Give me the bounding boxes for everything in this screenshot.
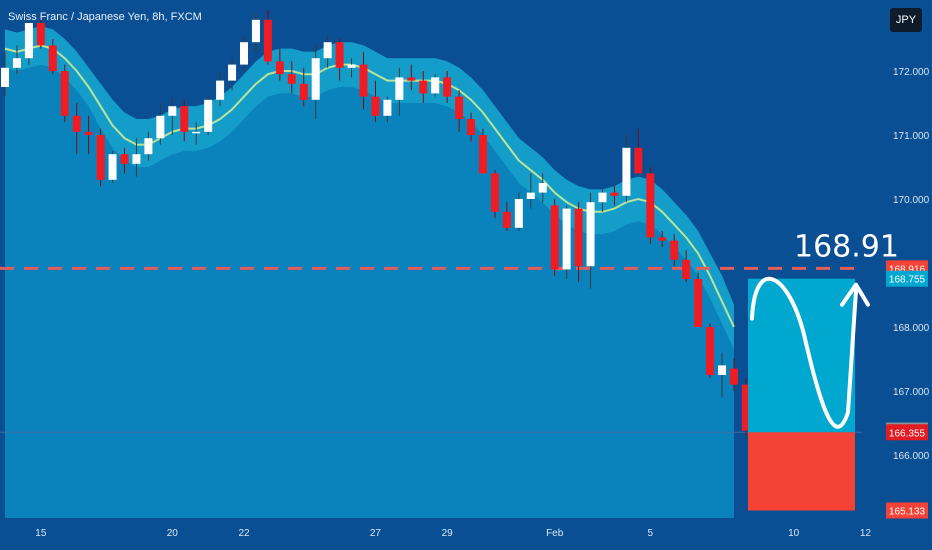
stop-price-badge-bg bbox=[886, 502, 928, 519]
stop-zone-box bbox=[748, 432, 855, 511]
candle-body bbox=[526, 192, 535, 199]
candle-body bbox=[706, 327, 715, 375]
y-tick-label: 167.000 bbox=[893, 387, 930, 398]
y-tick-label: 168.000 bbox=[893, 323, 930, 334]
y-tick-label: 170.000 bbox=[893, 195, 930, 206]
candle-body bbox=[718, 365, 726, 375]
candle-body bbox=[108, 154, 117, 180]
x-tick-label: 12 bbox=[860, 528, 872, 539]
candle-body bbox=[192, 131, 201, 134]
target-annotation: 168.91 bbox=[794, 229, 899, 264]
candle-body bbox=[228, 64, 237, 81]
currency-button[interactable]: JPY bbox=[890, 8, 922, 32]
x-tick-label: 27 bbox=[370, 528, 382, 539]
candle-body bbox=[610, 192, 619, 196]
candle-body bbox=[120, 154, 129, 164]
candle-body bbox=[514, 199, 523, 228]
projection-curve-arrow bbox=[750, 276, 858, 429]
candle-body bbox=[24, 23, 33, 59]
candle-body bbox=[646, 173, 655, 238]
target-price-badge: 168.916 bbox=[889, 264, 926, 275]
candle-body bbox=[502, 211, 511, 228]
target-zone-box bbox=[748, 278, 855, 433]
moving-average-line bbox=[4, 44, 735, 328]
candle-body bbox=[72, 115, 81, 132]
candle-body bbox=[335, 42, 344, 68]
candle-body bbox=[574, 208, 583, 267]
candle-body bbox=[275, 61, 284, 75]
candle-body bbox=[48, 45, 57, 71]
candle-body bbox=[311, 58, 320, 100]
candle-body bbox=[586, 202, 595, 267]
arrow-head-icon bbox=[840, 282, 870, 307]
candle-body bbox=[729, 368, 738, 385]
x-tick-label: 15 bbox=[35, 528, 47, 539]
candle-body bbox=[741, 384, 750, 431]
entry-price-badge: 166.355 bbox=[889, 428, 926, 439]
candle-body bbox=[419, 80, 428, 94]
candle-body bbox=[36, 23, 45, 46]
candle-body bbox=[12, 58, 21, 68]
candle-body bbox=[1, 67, 9, 87]
y-tick-label: 171.000 bbox=[893, 131, 930, 142]
candle-body bbox=[622, 147, 631, 196]
stop-price-badge: 165.133 bbox=[889, 506, 926, 517]
candle-body bbox=[347, 64, 356, 68]
candle-body bbox=[479, 135, 487, 174]
candle-body bbox=[431, 77, 440, 94]
candle-body bbox=[84, 131, 93, 135]
candle-body bbox=[694, 279, 703, 327]
candle-body bbox=[682, 259, 691, 279]
candle-body bbox=[168, 106, 177, 116]
candle-body bbox=[132, 154, 141, 164]
candle-body bbox=[658, 237, 667, 241]
chart-title: Swiss Franc / Japanese Yen, 8h, FXCM bbox=[8, 11, 202, 23]
x-tick-label: 22 bbox=[238, 528, 250, 539]
candle-body bbox=[216, 80, 225, 100]
candle-body bbox=[383, 99, 392, 116]
candle-body bbox=[251, 19, 260, 43]
x-tick-label: 29 bbox=[442, 528, 454, 539]
x-axis: 15 20 22 27 29 Feb 5 10 12 bbox=[35, 528, 871, 539]
candle-body bbox=[359, 64, 368, 97]
y-tick-label: 166.000 bbox=[893, 451, 930, 462]
x-tick-label: 10 bbox=[788, 528, 800, 539]
y-tick-label: 172.000 bbox=[893, 67, 930, 78]
x-tick-label: Feb bbox=[546, 528, 564, 539]
candle-body bbox=[156, 115, 165, 139]
candle-body bbox=[96, 135, 105, 180]
candle-body bbox=[204, 99, 213, 132]
candle-body bbox=[263, 19, 272, 62]
entry-top-price-badge: 168.755 bbox=[889, 275, 926, 286]
candle-body bbox=[598, 192, 607, 203]
x-tick-label: 20 bbox=[167, 528, 179, 539]
candle-body bbox=[634, 147, 643, 174]
candles-group bbox=[1, 10, 750, 436]
candle-body bbox=[443, 77, 452, 97]
candle-body bbox=[371, 96, 380, 116]
candle-body bbox=[180, 106, 189, 132]
candle-body bbox=[144, 138, 153, 155]
candle-body bbox=[467, 119, 476, 135]
candle-body bbox=[455, 96, 464, 119]
candle-body bbox=[323, 42, 332, 59]
y-axis: 172.000 171.000 170.000 168.000 167.000 166.0… bbox=[893, 67, 930, 462]
candle-body bbox=[490, 173, 499, 212]
candle-body bbox=[538, 183, 547, 193]
candle-body bbox=[670, 240, 679, 260]
candle-body bbox=[407, 77, 416, 81]
x-tick-label: 5 bbox=[648, 528, 654, 539]
candle-body bbox=[240, 42, 248, 65]
candle-body bbox=[550, 205, 559, 270]
entry-price-badge-bg bbox=[886, 424, 928, 441]
candle-body bbox=[299, 83, 308, 100]
candle-body bbox=[395, 77, 404, 100]
candle-body bbox=[562, 208, 571, 270]
candle-body bbox=[60, 71, 69, 116]
entry-top-price-badge-bg bbox=[886, 270, 928, 287]
candle-body bbox=[287, 74, 296, 84]
